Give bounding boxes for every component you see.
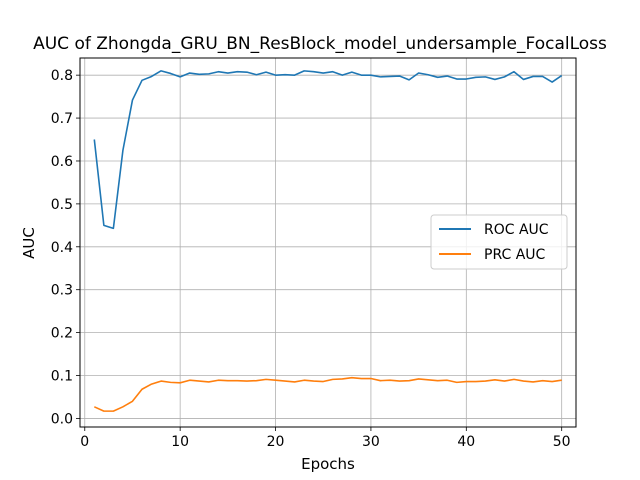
y-tick-label: 0.4 xyxy=(51,240,73,256)
series-line-prc-auc xyxy=(93,376,562,412)
y-tick-label: 0.2 xyxy=(51,326,73,342)
chart-title: AUC of Zhongda_GRU_BN_ResBlock_model_und… xyxy=(33,34,607,54)
axis-ticks: 0 10 20 30 40 50 0.0 0.1 0.2 0.3 0.4 0.5 0.6 0.7 0.8 xyxy=(51,68,571,450)
legend-label-roc-auc: ROC AUC xyxy=(484,222,549,238)
y-tick-label: 0.7 xyxy=(51,111,73,127)
y-tick-label: 0.0 xyxy=(51,411,73,427)
y-tick-label: 0.8 xyxy=(51,68,73,84)
legend-label-prc-auc: PRC AUC xyxy=(484,247,546,263)
y-tick-label: 0.1 xyxy=(51,369,73,385)
y-tick-label: 0.5 xyxy=(51,197,73,213)
x-tick-label: 50 xyxy=(553,434,571,450)
series-line-roc-auc xyxy=(93,70,563,230)
x-axis-label: Epochs xyxy=(301,455,355,473)
x-tick-label: 10 xyxy=(171,434,189,450)
plot-series xyxy=(93,70,563,412)
legend: ROC AUC PRC AUC xyxy=(430,214,568,270)
y-tick-label: 0.3 xyxy=(51,283,73,299)
plot-frame xyxy=(79,57,577,428)
x-tick-label: 40 xyxy=(457,434,475,450)
x-tick-label: 0 xyxy=(80,434,89,450)
x-tick-label: 20 xyxy=(267,434,285,450)
y-axis-label: AUC xyxy=(20,227,38,259)
x-tick-label: 30 xyxy=(362,434,380,450)
y-tick-label: 0.6 xyxy=(51,154,73,170)
